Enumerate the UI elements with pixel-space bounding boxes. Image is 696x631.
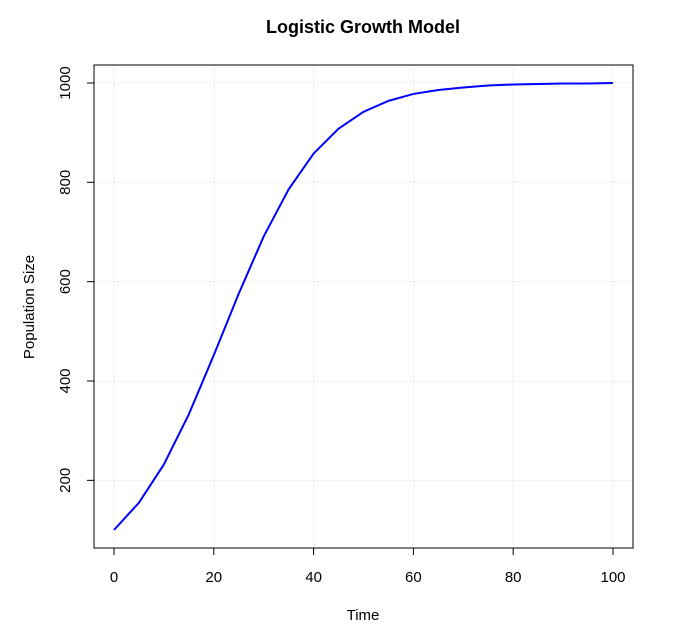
x-tick-label: 40: [305, 569, 322, 586]
y-tick-label: 800: [57, 170, 74, 195]
x-tick-label: 0: [110, 569, 118, 586]
grid: [94, 65, 633, 548]
x-tick-label: 60: [405, 569, 422, 586]
series-line-0: [113, 82, 614, 531]
y-tick-label: 600: [57, 269, 74, 294]
y-tick-label: 200: [57, 468, 74, 493]
y-axis-label: Population Size: [21, 255, 38, 359]
plot-frame: [93, 64, 634, 549]
y-tick-label: 400: [57, 368, 74, 393]
chart-title: Logistic Growth Model: [266, 17, 460, 37]
x-tick-label: 100: [600, 569, 625, 586]
series-group: [113, 82, 614, 531]
x-axis-label: Time: [347, 607, 380, 624]
x-tick-label: 20: [205, 569, 222, 586]
x-tick-label: 80: [505, 569, 522, 586]
axes: 0 20 40 60 80 100 200 400 600 800 1000: [57, 66, 626, 586]
y-tick-label: 1000: [57, 66, 74, 99]
